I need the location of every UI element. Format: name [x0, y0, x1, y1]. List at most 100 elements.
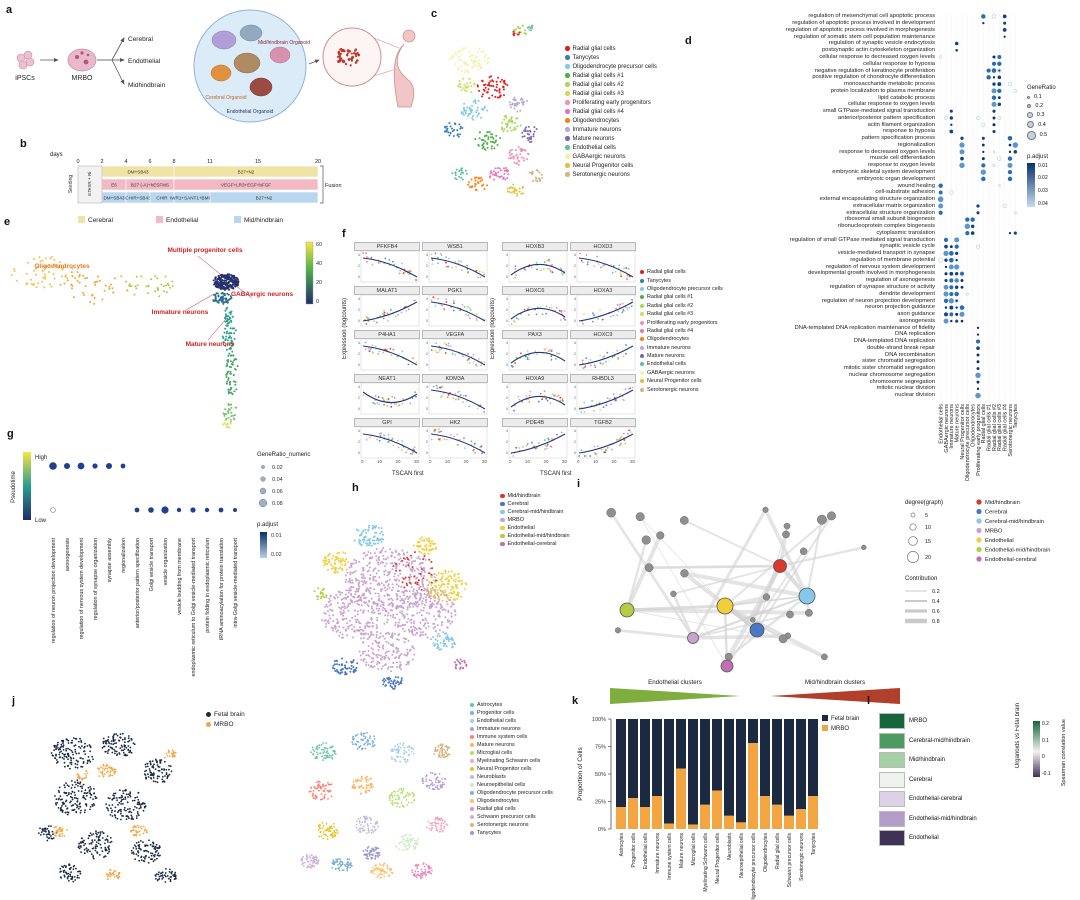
legend-swatch — [640, 286, 644, 291]
legend-item: Neural Progenitor cells — [640, 377, 723, 385]
legend-swatch — [640, 270, 644, 275]
p-adjust-gradient — [1027, 162, 1035, 207]
go-term-label: regulation of nervous system development — [79, 537, 85, 639]
legend-swatch — [565, 55, 570, 60]
media-segment-label: B27+N2 — [238, 170, 255, 175]
go-term: muscle cell differentiation — [870, 155, 935, 162]
category-label: Microglial cells — [691, 833, 697, 866]
size-legend-value: 0.5 — [1039, 132, 1048, 139]
y-tick: 2 — [358, 396, 360, 400]
gene-ratio-value: 0.02 — [272, 465, 283, 471]
legend-label: Proliferating early progenitors — [647, 319, 718, 326]
trajectory-annotation: Immature neurons — [152, 309, 209, 316]
heatmap-cell — [879, 713, 905, 729]
legend-label: Progenitor cells — [477, 710, 515, 716]
embryo-tissue — [336, 48, 361, 67]
x-tick: 30 — [413, 459, 419, 464]
p-adjust-legend-title: p.adjust — [1027, 153, 1049, 160]
y-tick: 2 — [506, 352, 508, 356]
degree-value: 10 — [925, 525, 931, 531]
gene-title: HOXA3 — [570, 286, 636, 295]
legend-item: Neuroblasts — [470, 773, 553, 781]
legend-swatch — [565, 100, 570, 105]
legend-label: Mid/hindbrain — [244, 217, 283, 224]
pre-segment-label: mTeSR + Ri — [87, 172, 92, 197]
legend-item: Radial glial cells #1 — [640, 293, 723, 301]
legend-label: Radial glial cells #4 — [572, 108, 624, 115]
bar-segment-mrbo — [676, 768, 686, 829]
y-tick: 2 — [358, 352, 360, 356]
y-tick: 4 — [358, 297, 360, 301]
go-term-label: Golgi vesicle transport — [149, 538, 155, 592]
legend-label: Endothelial-cerebral — [507, 541, 557, 547]
gene-ratio-legend-title: GeneRatio_numeric — [257, 452, 310, 458]
legend-swatch — [500, 525, 505, 531]
bar-segment-mrbo — [688, 824, 698, 829]
size-legend-item: 0.3 — [1027, 112, 1079, 118]
category-label: Astrocytes — [619, 833, 625, 857]
y-tick: 0% — [598, 827, 606, 833]
x-axis-ticks: 0 10 20 30 — [361, 459, 419, 464]
legend-label: Radial glial cells #2 — [572, 81, 624, 88]
x-tick: 0 — [429, 459, 432, 464]
y-tick: 100% — [592, 717, 606, 723]
schematic-overview: iPSCs MRBO Cerebral Endothelial Midhindb… — [15, 9, 416, 123]
go-legends: GeneRatio 0.1 0.2 0.3 0.4 0.5 p.adjust 0.01 0… — [1027, 85, 1079, 207]
category-label: Immature neurons — [655, 833, 661, 874]
y-tick: 0 — [426, 451, 428, 455]
y-tick: 2 — [506, 396, 508, 400]
y-tick: 0 — [506, 363, 508, 367]
go-term: vesicle-mediated transport in synapse — [837, 250, 935, 257]
go-term: lipid catabolic process — [878, 94, 935, 101]
heatmap-cell — [879, 810, 905, 827]
y-axis-title: Proportion of Cells — [577, 747, 584, 801]
bar-segment-fetal — [640, 719, 650, 807]
size-legend-circle — [1027, 95, 1030, 99]
legend-label: Mature neurons — [572, 135, 615, 142]
y-tick: 4 — [358, 385, 360, 389]
category-label: Schwann precursor cells — [787, 833, 793, 888]
legend-label: Tanycytes — [572, 54, 600, 61]
pseudotime-title: Pseudotime — [11, 470, 17, 502]
x-tick: 10 — [592, 459, 598, 464]
legend-label: Cerebral — [507, 501, 529, 507]
y-tick: 2 — [574, 264, 576, 268]
y-tick: 2 — [506, 264, 508, 268]
media-segment-label: B27+N2 — [256, 196, 273, 201]
category-label: Oligodendrocytes — [763, 833, 769, 872]
legend-item: Radial glial cells — [470, 805, 553, 813]
panel-label-b: b — [20, 138, 27, 150]
panel-label-c: c — [431, 8, 438, 20]
legend-swatch — [500, 493, 505, 499]
legend-label: Radial glial cells #2 — [647, 302, 694, 309]
legend-swatch — [640, 387, 644, 392]
go-term: regulation of neuron projection developm… — [821, 297, 935, 304]
legend-swatch — [640, 312, 644, 317]
day-tick: 20 — [315, 159, 321, 165]
legend-label: MRBO — [214, 720, 234, 728]
gene-expression-panel: PAX3 4 2 0 — [502, 330, 568, 371]
legend-label: Oligodendrocyte precursor cells — [572, 63, 657, 70]
y-tick: 0 — [426, 363, 428, 367]
column-label: Serotonergic neurons — [1008, 404, 1014, 457]
gene-title: PFKFB4 — [354, 242, 420, 251]
legend-item: Endothelial-mid/hindbrain — [500, 532, 570, 540]
legend-label: Schwann precursor cells — [477, 814, 536, 820]
legend-label: Radial glial cells #1 — [572, 72, 624, 79]
colorbar-tick: 20 — [316, 280, 322, 286]
expression-plot: 4 2 0 — [506, 382, 568, 415]
y-tick: 4 — [506, 429, 508, 433]
go-term: extracellular structure organization — [846, 209, 935, 216]
y-tick: 4 — [574, 341, 576, 345]
cerebral-organoid-label: Cerebral Organoid — [205, 95, 246, 101]
endothelial-arrow — [610, 688, 740, 704]
go-term: postsynaptic actin cytoskeleton organiza… — [821, 47, 935, 54]
contribution-legend-title: Contribution — [905, 576, 937, 582]
bar-segment-mrbo — [808, 796, 818, 829]
ipsc-cluster — [16, 50, 35, 70]
panel-label-l: l — [867, 695, 871, 707]
go-term: nuclear chromosome segregation — [848, 371, 935, 378]
p-adjust-tick: 0.02 — [271, 552, 282, 558]
y-tick: 50% — [595, 772, 606, 778]
x-tick: 0 — [509, 459, 512, 464]
